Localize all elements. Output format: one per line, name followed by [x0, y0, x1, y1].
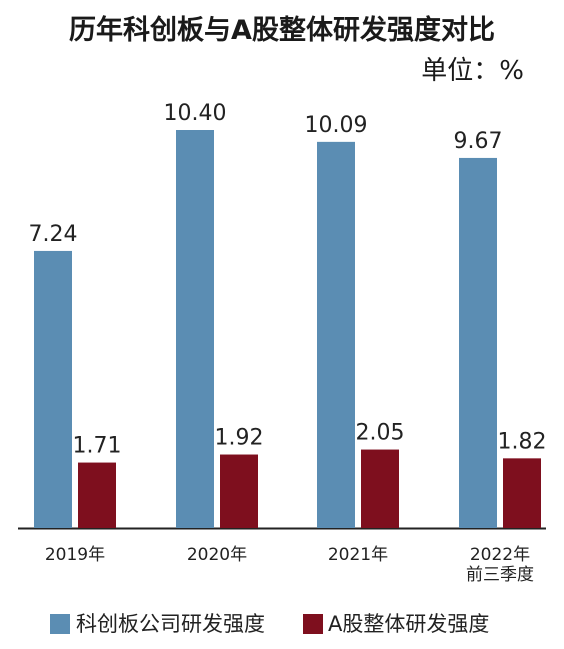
data-label-1-0: 1.71 [73, 434, 122, 459]
unit-label: 单位：% [421, 56, 524, 86]
x-tick-label-0: 2019年 [45, 545, 105, 565]
data-label-0-2: 10.09 [305, 113, 368, 138]
data-label-1-1: 1.92 [215, 426, 264, 451]
data-label-0-1: 10.40 [164, 101, 227, 126]
bar-1-1 [220, 454, 258, 528]
legend-label-0: 科创板公司研发强度 [76, 612, 265, 636]
bar-0-1 [176, 130, 214, 528]
legend-swatch-1 [303, 614, 323, 634]
x-tick-label-3-line1: 前三季度 [466, 565, 534, 585]
bar-1-3 [503, 458, 541, 528]
bar-0-2 [317, 141, 355, 528]
legend-label-1: A股整体研发强度 [328, 612, 489, 636]
data-label-1-2: 2.05 [356, 421, 405, 446]
x-tick-label-2: 2021年 [328, 545, 388, 565]
chart-title: 历年科创板与A股整体研发强度对比 [69, 15, 495, 46]
data-label-0-3: 9.67 [454, 129, 503, 154]
bar-1-2 [361, 449, 399, 528]
data-label-1-3: 1.82 [498, 429, 547, 454]
bar-0-0 [34, 250, 72, 528]
x-tick-label-1: 2020年 [187, 545, 247, 565]
legend-swatch-0 [50, 614, 70, 634]
bar-1-0 [78, 462, 116, 528]
data-label-0-0: 7.24 [29, 222, 78, 247]
x-tick-label-3: 2022年 [470, 545, 530, 565]
bar-0-3 [459, 157, 497, 529]
